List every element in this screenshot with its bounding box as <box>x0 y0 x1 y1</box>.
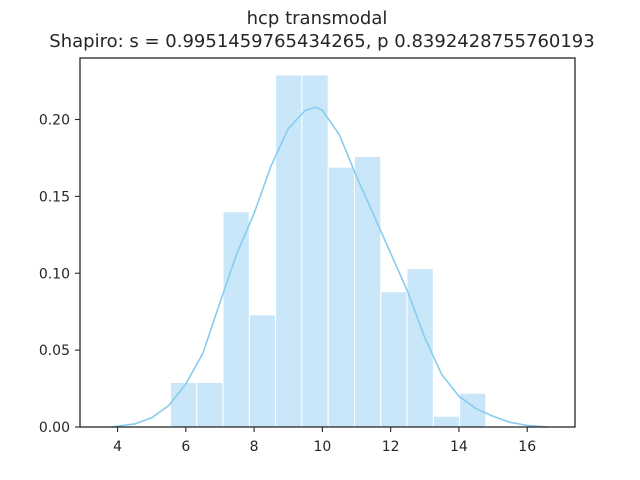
x-tick-label: 10 <box>313 439 331 455</box>
x-tick-label: 14 <box>450 439 468 455</box>
histogram-bar-4 <box>275 74 303 428</box>
x-tick-label: 8 <box>250 439 259 455</box>
kde-curve <box>110 106 548 428</box>
x-tick-label: 12 <box>382 439 400 455</box>
y-tick-label: 0.15 <box>39 189 70 205</box>
y-tick-label: 0.20 <box>39 113 70 129</box>
chart-title-line1: hcp transmodal <box>247 8 388 29</box>
y-tick-label: 0.05 <box>39 343 70 359</box>
histogram-bar-0 <box>169 381 198 428</box>
y-tick-label: 0.10 <box>39 266 70 282</box>
histogram-bars <box>169 74 487 428</box>
chart-title-line2: Shapiro: s = 0.9951459765434265, p 0.839… <box>49 31 594 52</box>
x-axis-ticks: 4 6 8 10 12 14 16 <box>113 427 536 455</box>
histogram-bar-1 <box>196 381 224 428</box>
histogram-bar-7 <box>353 155 382 428</box>
histogram-bar-10 <box>432 415 461 428</box>
y-axis-ticks: 0.00 0.05 0.10 0.15 0.20 <box>39 113 80 436</box>
histogram-bar-8 <box>380 291 408 428</box>
x-tick-label: 6 <box>181 439 190 455</box>
histogram-bar-11 <box>459 392 487 428</box>
x-tick-label: 16 <box>518 439 536 455</box>
histogram-bar-3 <box>248 314 277 428</box>
y-tick-label: 0.00 <box>39 420 70 436</box>
histogram-bar-2 <box>222 211 250 428</box>
histogram-bar-6 <box>327 166 355 428</box>
histogram-bar-5 <box>301 74 329 428</box>
x-tick-label: 4 <box>113 439 122 455</box>
plot-frame <box>79 57 576 428</box>
